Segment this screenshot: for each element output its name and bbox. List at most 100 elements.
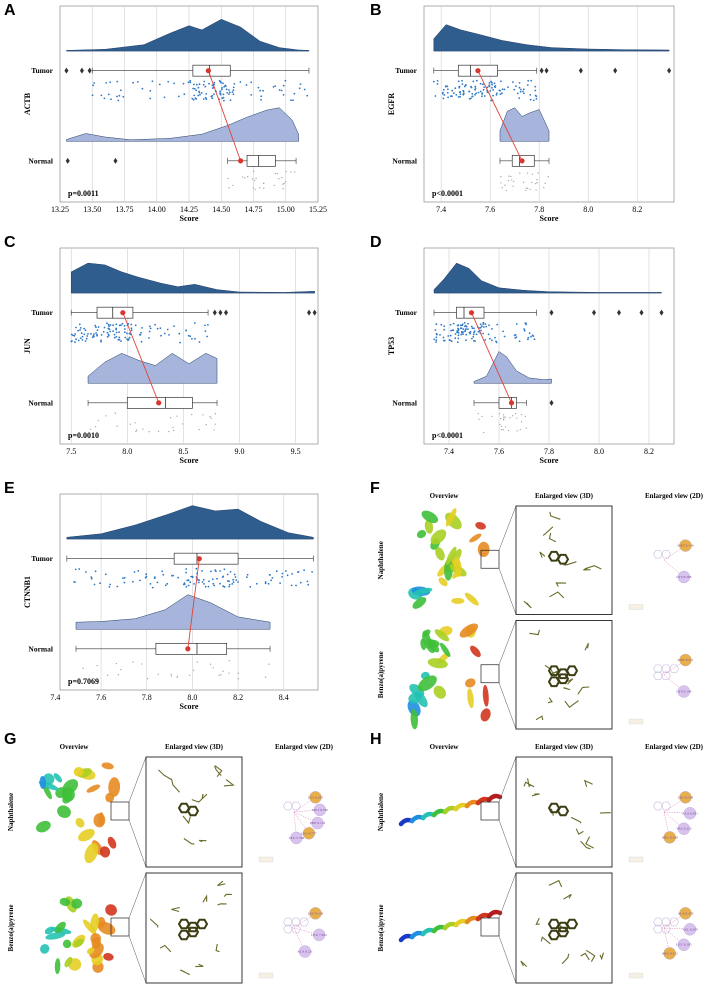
tumor-point — [474, 93, 476, 96]
normal-point — [273, 184, 275, 187]
tumor-point — [454, 87, 457, 90]
ligand-2d-ring — [661, 924, 671, 934]
x-tick-label: 8.2 — [632, 205, 642, 214]
normal-point — [504, 184, 506, 186]
tumor-point — [219, 90, 222, 93]
tumor-point — [450, 340, 453, 343]
tumor-point — [496, 323, 499, 326]
ribbon-segment — [427, 658, 448, 669]
residue-bubble — [312, 928, 326, 942]
residue-stick — [171, 906, 180, 913]
tumor-point — [197, 581, 200, 584]
tumor-point — [186, 579, 189, 582]
interaction-line — [663, 674, 685, 692]
panel-label-a: A — [4, 2, 16, 19]
residue-bubble — [313, 803, 327, 817]
residue-bubble — [679, 907, 692, 920]
tumor-point — [204, 324, 206, 327]
x-tick-label: 14.00 — [148, 205, 166, 214]
tumor-point — [121, 322, 124, 325]
tumor-point — [193, 88, 196, 90]
normal-point — [252, 170, 255, 172]
x-tick-label: 14.75 — [245, 205, 263, 214]
normal-point — [222, 670, 224, 672]
tumor-point — [280, 89, 283, 92]
interaction-line — [293, 913, 316, 929]
ribbon-segment — [45, 932, 66, 940]
y-axis-gene: EGFR — [387, 93, 396, 115]
residue-stick — [583, 779, 593, 788]
zoom-connector — [498, 505, 517, 551]
tumor-point — [183, 583, 186, 586]
tumor-point — [168, 334, 170, 336]
normal-point — [237, 672, 240, 674]
residue-stick — [223, 779, 235, 787]
x-axis-title: Score — [180, 702, 199, 711]
ligand-ring — [186, 805, 200, 817]
tumor-point — [530, 79, 533, 82]
normal-point — [170, 673, 172, 676]
tumor-point — [284, 79, 287, 82]
tumor-point — [461, 324, 463, 327]
x-tick-label: 7.6 — [96, 693, 106, 702]
tumor-point — [118, 94, 121, 97]
normal-point — [220, 674, 222, 676]
tumor-point — [205, 98, 208, 101]
residue-stick — [159, 944, 172, 953]
tumor-point — [93, 335, 95, 338]
x-tick-label: 8.0 — [594, 447, 604, 456]
panel-label-e: E — [4, 480, 15, 497]
tumor-outlier — [613, 67, 618, 74]
tumor-point — [221, 87, 224, 89]
interaction-line — [293, 811, 310, 834]
normal-outlier — [65, 157, 70, 164]
tumor-point — [166, 328, 169, 331]
ribbon-segment — [99, 846, 111, 858]
tumor-point — [477, 91, 480, 94]
residue-stick — [531, 793, 540, 797]
x-tick-label: 7.6 — [494, 447, 504, 456]
tumor-point — [237, 581, 239, 583]
x-tick-label: 7.4 — [436, 205, 446, 214]
residue-stick — [542, 526, 554, 536]
x-tick-label: 7.5 — [66, 447, 76, 456]
tumor-mean-point — [205, 68, 211, 74]
molecule-label: Benzo(a)pyrene — [377, 651, 385, 698]
x-tick-label: 14.50 — [212, 205, 230, 214]
tumor-point — [482, 323, 485, 325]
residue-stick — [549, 511, 561, 520]
normal-point — [499, 423, 501, 426]
residue-bubble — [677, 938, 691, 951]
normal-mean-point — [519, 158, 525, 164]
interaction-line — [663, 927, 690, 930]
tumor-label: Tumor — [31, 308, 53, 317]
tumor-point — [173, 325, 176, 327]
tumor-label: Tumor — [395, 66, 417, 75]
ribbon-segment — [445, 546, 457, 565]
residue-stick — [217, 903, 227, 906]
ribbon-segment — [435, 547, 445, 561]
tumor-point — [193, 94, 196, 97]
tumor-point — [191, 97, 194, 100]
tumor-point — [87, 333, 89, 335]
tumor-point — [250, 94, 253, 96]
tumor-point — [92, 84, 95, 87]
tumor-point — [226, 573, 229, 576]
residue-stick — [170, 778, 181, 793]
tumor-point — [70, 333, 73, 336]
tumor-point — [492, 89, 494, 91]
tumor-point — [211, 94, 214, 97]
tumor-density — [70, 262, 315, 294]
normal-point — [281, 176, 283, 179]
tumor-point — [70, 340, 73, 343]
normal-point — [82, 667, 84, 669]
tumor-point — [436, 83, 439, 85]
residue-label: ALA 8.391 — [682, 811, 698, 815]
tumor-point — [100, 94, 103, 97]
molecule-label: Benzo(a)pyrene — [7, 905, 15, 952]
tumor-point — [480, 325, 483, 328]
tumor-point — [449, 334, 452, 337]
tumor-label: Tumor — [395, 308, 417, 317]
tumor-point — [513, 88, 516, 91]
tumor-point — [123, 576, 126, 579]
